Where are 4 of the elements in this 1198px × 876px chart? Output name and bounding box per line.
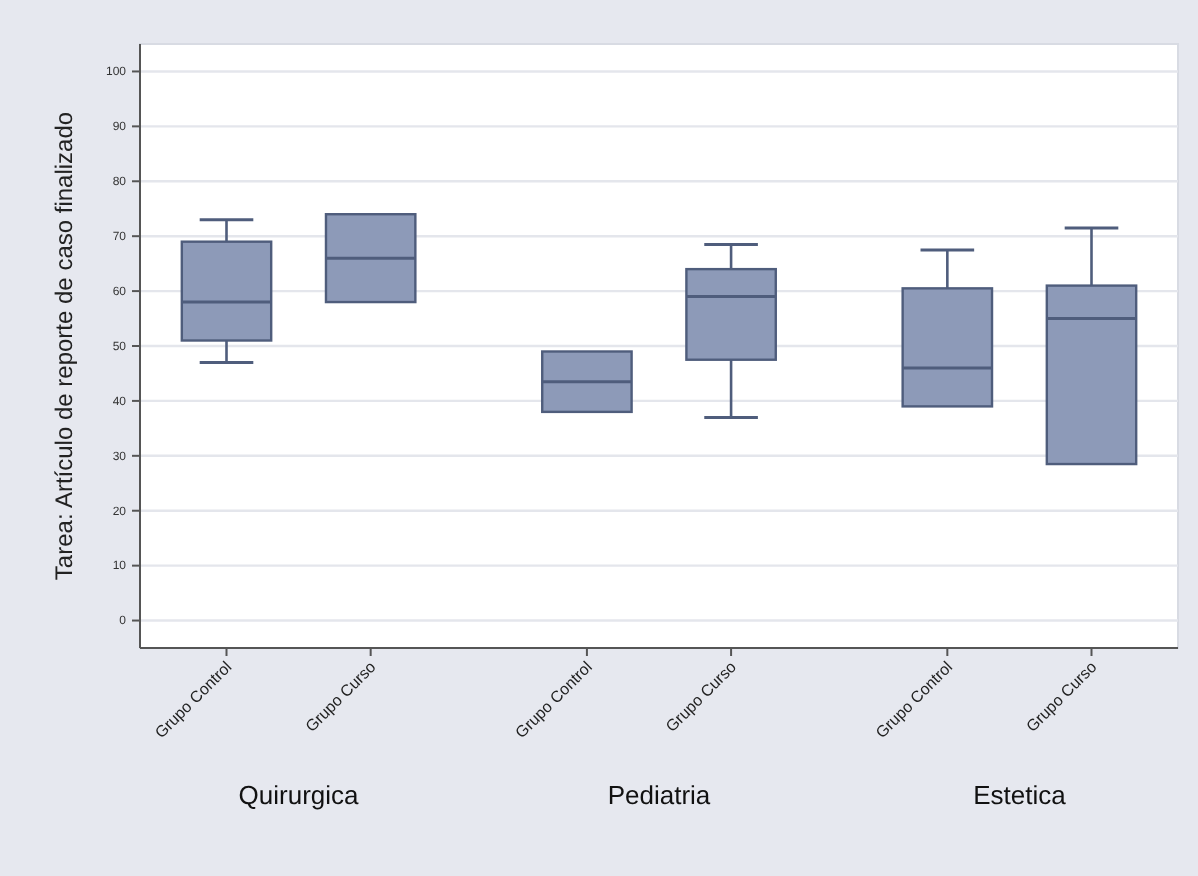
text: Quirurgica bbox=[238, 780, 361, 810]
y-axis-title: Tarea: Artículo de reporte de caso finalizado bbox=[50, 111, 78, 581]
text: Estetica bbox=[973, 780, 1068, 810]
text: Pediatria bbox=[607, 780, 712, 810]
